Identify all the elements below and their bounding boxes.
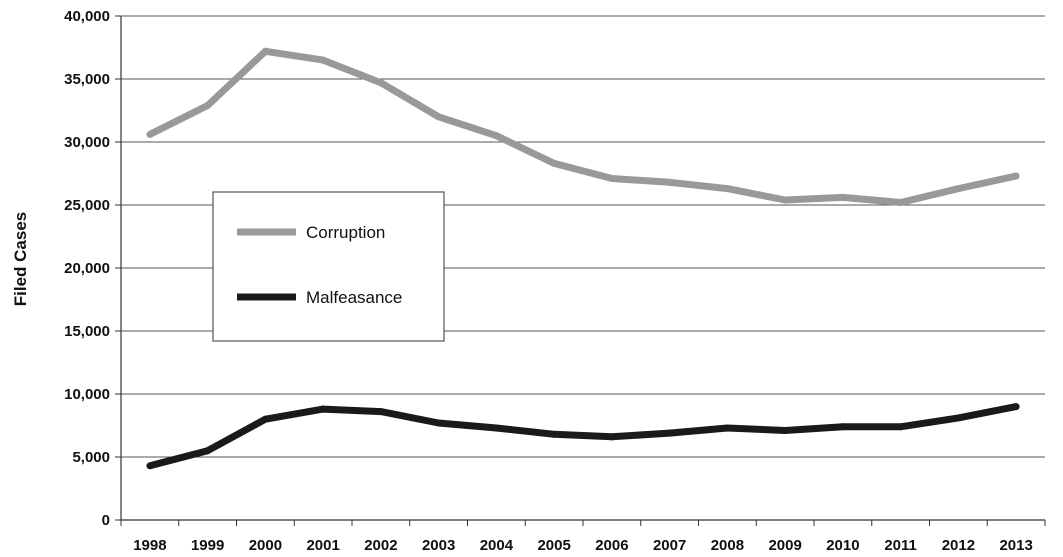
data-point-corruption (204, 101, 212, 109)
data-point-malfeasance (954, 414, 962, 422)
data-point-corruption (723, 185, 731, 193)
data-point-corruption (954, 185, 962, 193)
data-point-corruption (261, 47, 269, 55)
data-point-malfeasance (261, 415, 269, 423)
x-tick-label: 2012 (942, 537, 975, 554)
data-point-malfeasance (723, 424, 731, 432)
data-point-malfeasance (781, 427, 789, 435)
legend-box (212, 191, 445, 342)
series-line-malfeasance (149, 403, 1017, 470)
series-layer (146, 47, 1020, 470)
data-point-malfeasance (377, 408, 385, 416)
data-point-corruption (897, 198, 905, 206)
y-tick-label: 5,000 (72, 449, 110, 466)
data-point-malfeasance (608, 433, 616, 441)
y-tick-label: 15,000 (64, 323, 110, 340)
data-point-corruption (608, 175, 616, 183)
data-point-corruption (839, 193, 847, 201)
x-tick-label: 2002 (364, 537, 397, 554)
y-tick-label: 40,000 (64, 8, 110, 25)
data-point-corruption (435, 113, 443, 121)
y-tick-label: 30,000 (64, 134, 110, 151)
x-tick-label: 2003 (422, 537, 455, 554)
data-point-malfeasance (666, 429, 674, 437)
y-tick-label: 20,000 (64, 260, 110, 277)
legend-label-corruption: Corruption (306, 223, 385, 242)
data-point-malfeasance (1012, 403, 1020, 411)
x-tick-label: 2010 (826, 537, 859, 554)
x-tick-label: 2009 (768, 537, 801, 554)
data-point-malfeasance (492, 424, 500, 432)
data-point-corruption (550, 159, 558, 167)
data-point-corruption (319, 56, 327, 64)
data-point-corruption (781, 196, 789, 204)
x-tick-label: 2001 (306, 537, 339, 554)
x-tick-label: 2006 (595, 537, 628, 554)
y-tick-label: 10,000 (64, 386, 110, 403)
data-point-malfeasance (550, 430, 558, 438)
data-point-corruption (146, 130, 154, 138)
y-tick-label: 0 (102, 512, 110, 529)
x-tick-label: 2007 (653, 537, 686, 554)
x-tick-label: 2013 (999, 537, 1032, 554)
data-point-corruption (666, 178, 674, 186)
x-tick-label: 1999 (191, 537, 224, 554)
data-point-malfeasance (839, 423, 847, 431)
legend-label-malfeasance: Malfeasance (306, 288, 402, 307)
data-point-corruption (377, 79, 385, 87)
y-tick-label: 25,000 (64, 197, 110, 214)
axis-layer: 0 5,000 10,000 15,000 20,000 25,000 30,000 35,0… (64, 8, 1046, 554)
legend: Corruption Malfeasance (212, 191, 445, 342)
x-tick-label: 2000 (249, 537, 282, 554)
data-point-malfeasance (146, 462, 154, 470)
data-point-malfeasance (897, 423, 905, 431)
data-point-corruption (1012, 172, 1020, 180)
x-tick-label: 2011 (884, 537, 917, 554)
x-tick-label: 2004 (480, 537, 514, 554)
data-point-corruption (492, 132, 500, 140)
x-tick-label: 2005 (537, 537, 570, 554)
data-point-malfeasance (435, 419, 443, 427)
data-point-malfeasance (319, 405, 327, 413)
y-axis-title: Filed Cases (11, 212, 30, 307)
x-tick-label: 1998 (133, 537, 166, 554)
x-tick-label: 2008 (711, 537, 744, 554)
y-tick-label: 35,000 (64, 71, 110, 88)
series-line-corruption (148, 47, 1017, 206)
data-point-malfeasance (204, 447, 212, 455)
